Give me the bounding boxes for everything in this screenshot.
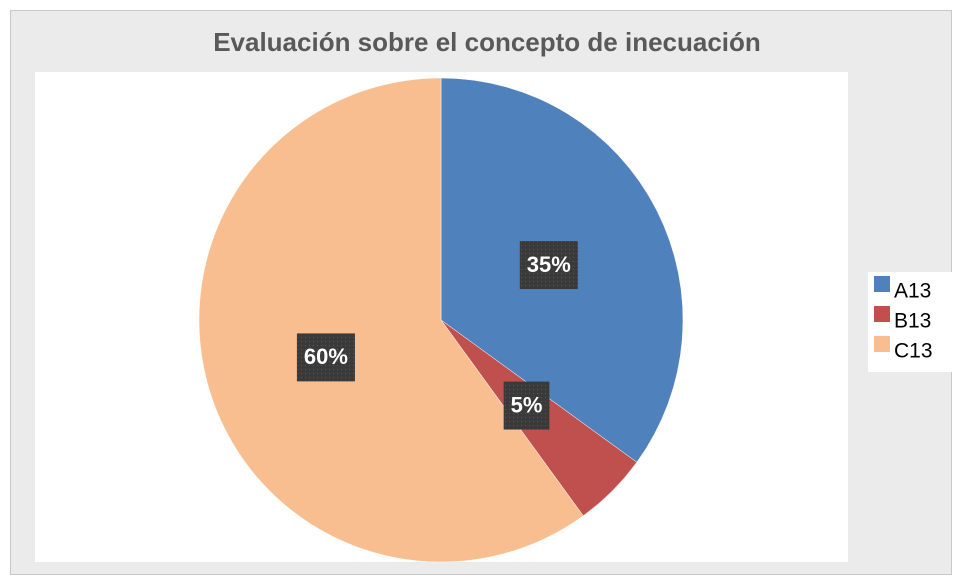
data-label: 35%: [527, 252, 571, 277]
data-label-box: [503, 381, 550, 430]
legend-swatch: [874, 336, 890, 352]
legend-swatch: [874, 276, 890, 292]
pie-slice: [198, 77, 584, 563]
data-labels: 35% 5% 60%: [296, 241, 578, 430]
legend-swatch: [874, 306, 890, 322]
pie: [198, 77, 684, 563]
legend-label: C13: [894, 340, 933, 363]
data-label-box: [519, 241, 578, 290]
data-label: 5%: [511, 392, 543, 417]
chart-title: Evaluación sobre el concepto de inecuaci…: [213, 27, 761, 57]
legend-label: A13: [894, 280, 931, 303]
legend-label: B13: [894, 310, 931, 333]
data-label-box: [296, 333, 355, 382]
legend-items: A13 B13 C13: [874, 276, 933, 363]
data-label: 60%: [304, 344, 348, 369]
